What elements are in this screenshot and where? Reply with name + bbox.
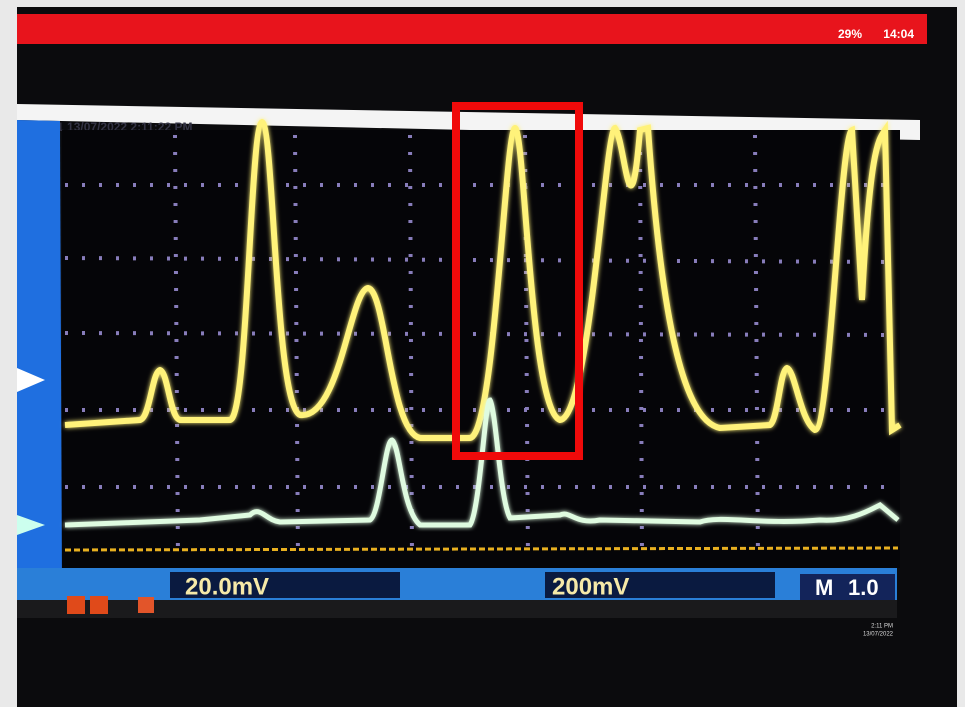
clock: 14:04 (883, 27, 914, 41)
scope-screen (62, 130, 900, 568)
timebase-label: M (815, 575, 833, 600)
taskbar-date: 13/07/2022 (863, 632, 894, 638)
ch1-scale: 20.0mV (185, 573, 269, 600)
taskbar-icon[interactable] (90, 596, 108, 614)
taskbar-time: 2:11 PM (871, 624, 893, 630)
timebase: 1.0 (848, 575, 879, 600)
photo: 29% 14:04 S: 11.41 13/07/2022 2:11:22 PM… (0, 0, 965, 707)
status-bar (17, 14, 927, 44)
ch2-scale: 200mV (552, 573, 629, 600)
taskbar-icon[interactable] (138, 597, 154, 613)
battery: 29% (838, 27, 862, 41)
taskbar-icon[interactable] (67, 596, 85, 614)
